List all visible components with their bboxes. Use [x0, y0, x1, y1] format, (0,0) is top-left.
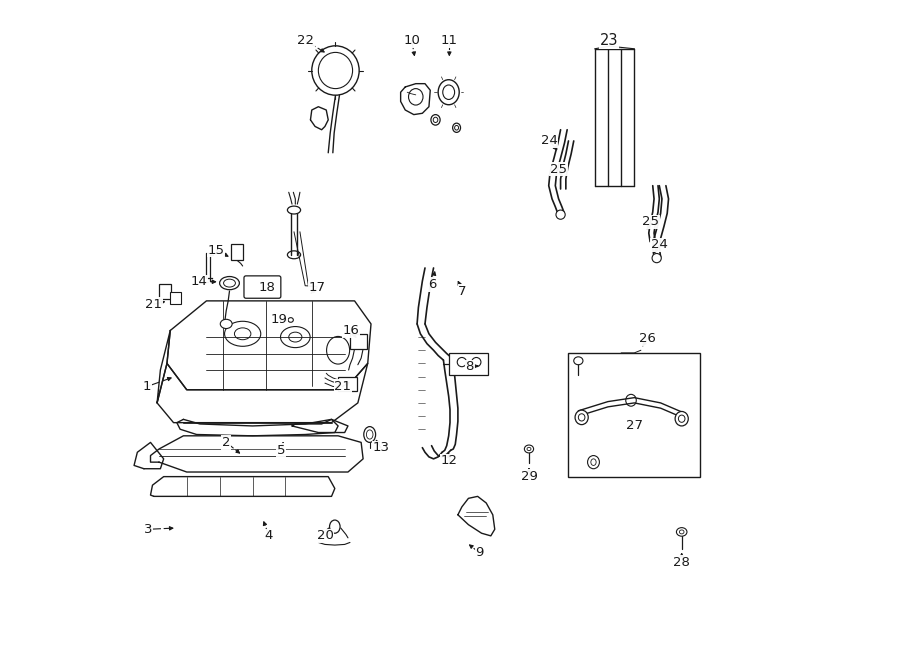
Polygon shape: [158, 330, 170, 403]
Ellipse shape: [573, 357, 583, 365]
Ellipse shape: [288, 318, 293, 323]
Bar: [569, 353, 700, 477]
Polygon shape: [167, 301, 371, 390]
FancyBboxPatch shape: [170, 292, 181, 304]
Text: 8: 8: [465, 360, 474, 373]
Text: 27: 27: [626, 420, 643, 432]
FancyBboxPatch shape: [244, 276, 281, 298]
Ellipse shape: [525, 445, 534, 453]
Bar: [449, 353, 488, 375]
Text: 24: 24: [651, 239, 668, 251]
Text: 21: 21: [145, 297, 162, 311]
Text: 14: 14: [190, 275, 207, 288]
Text: 3: 3: [144, 523, 153, 536]
Ellipse shape: [677, 527, 687, 536]
Text: 25: 25: [550, 163, 567, 176]
Ellipse shape: [329, 520, 340, 533]
Text: 21: 21: [334, 380, 351, 393]
Polygon shape: [150, 436, 363, 472]
Text: 10: 10: [403, 34, 420, 48]
Ellipse shape: [453, 123, 461, 132]
Text: 20: 20: [317, 529, 333, 543]
Text: 15: 15: [208, 244, 225, 256]
Polygon shape: [310, 106, 328, 130]
Polygon shape: [158, 364, 368, 422]
Text: 28: 28: [673, 556, 690, 568]
Text: 1: 1: [143, 380, 151, 393]
Ellipse shape: [431, 114, 440, 125]
FancyBboxPatch shape: [350, 334, 367, 349]
FancyBboxPatch shape: [338, 377, 356, 391]
Ellipse shape: [287, 206, 301, 214]
Ellipse shape: [556, 210, 565, 219]
FancyBboxPatch shape: [231, 245, 243, 260]
Polygon shape: [458, 496, 495, 536]
Ellipse shape: [675, 411, 688, 426]
Text: 29: 29: [520, 470, 537, 483]
Polygon shape: [292, 419, 348, 432]
Text: 18: 18: [258, 281, 275, 294]
Text: 9: 9: [475, 547, 484, 559]
Text: 12: 12: [440, 454, 457, 467]
Polygon shape: [400, 84, 430, 114]
Text: 6: 6: [428, 278, 436, 291]
Text: 2: 2: [222, 436, 230, 449]
Ellipse shape: [220, 276, 239, 290]
Polygon shape: [150, 477, 335, 496]
Text: 23: 23: [600, 34, 618, 48]
Text: 7: 7: [458, 284, 467, 297]
Text: 4: 4: [265, 529, 274, 543]
Ellipse shape: [575, 410, 589, 424]
Text: 17: 17: [309, 281, 326, 294]
Text: 25: 25: [643, 215, 660, 229]
Ellipse shape: [588, 455, 599, 469]
Text: 24: 24: [541, 134, 558, 147]
Ellipse shape: [652, 253, 662, 262]
Polygon shape: [176, 419, 338, 436]
Ellipse shape: [311, 46, 359, 95]
Ellipse shape: [364, 426, 375, 442]
Text: 16: 16: [343, 324, 360, 337]
Polygon shape: [134, 442, 164, 469]
Text: 19: 19: [270, 313, 287, 327]
FancyBboxPatch shape: [159, 284, 171, 299]
Text: 22: 22: [297, 34, 314, 48]
Ellipse shape: [438, 80, 459, 104]
Text: 13: 13: [373, 441, 390, 454]
Text: 26: 26: [639, 332, 656, 345]
Text: 11: 11: [441, 34, 458, 48]
Ellipse shape: [220, 319, 232, 329]
Text: 5: 5: [276, 444, 285, 457]
